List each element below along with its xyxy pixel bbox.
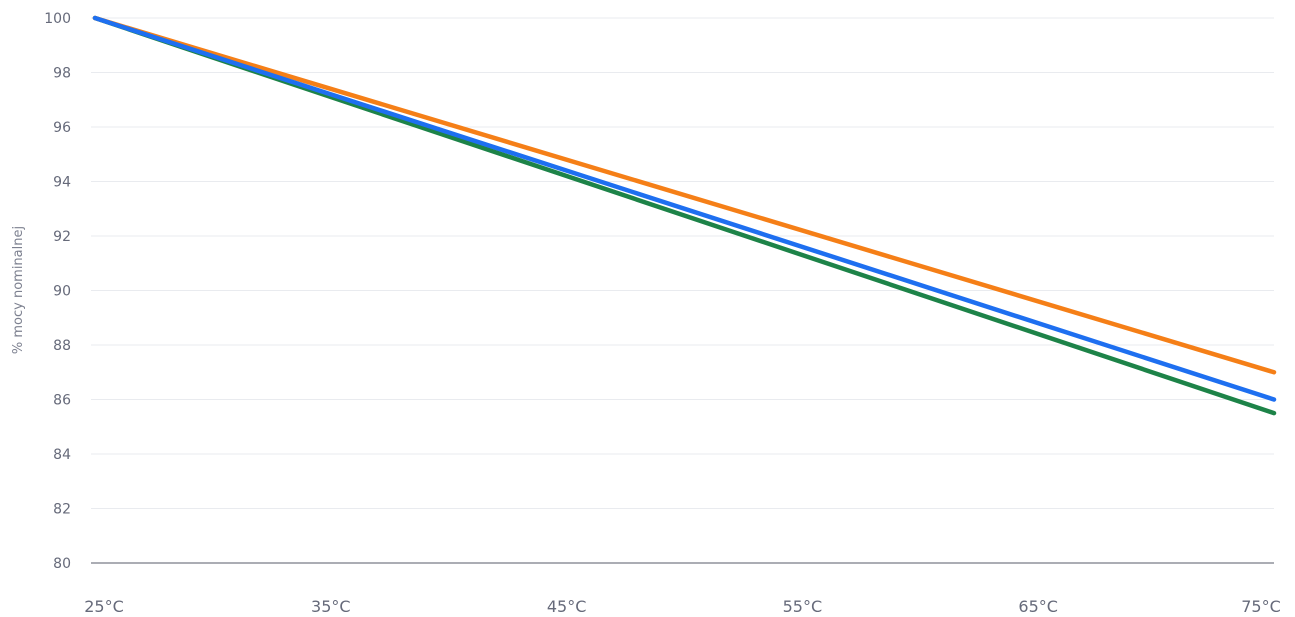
- gridlines: [91, 17, 1274, 564]
- y-tick-label: 92: [53, 229, 71, 245]
- x-tick-label: 65°C: [1018, 597, 1058, 616]
- y-tick-label: 100: [44, 11, 71, 27]
- series-line-3: [92, 15, 1277, 402]
- y-tick-label: 98: [53, 66, 71, 82]
- x-tick-label: 55°C: [783, 597, 823, 616]
- x-axis-ticks: 25°C 35°C 45°C 55°C 65°C 75°C: [84, 597, 1281, 616]
- y-axis-ticks: 80 82 84 86 88 90 92 94 96 98 100: [44, 11, 71, 572]
- x-tick-label: 25°C: [84, 597, 124, 616]
- y-tick-label: 88: [53, 338, 71, 354]
- y-tick-label: 86: [53, 393, 71, 409]
- y-tick-label: 84: [53, 447, 71, 463]
- y-tick-label: 90: [53, 284, 71, 300]
- y-tick-label: 82: [53, 502, 71, 518]
- y-axis-title: % mocy nominalnej: [11, 226, 26, 354]
- series-lines: [92, 15, 1277, 416]
- y-tick-label: 94: [53, 175, 71, 191]
- x-tick-label: 75°C: [1241, 597, 1281, 616]
- y-tick-label: 80: [53, 556, 71, 572]
- x-tick-label: 45°C: [547, 597, 587, 616]
- y-tick-label: 96: [53, 120, 71, 136]
- x-tick-label: 35°C: [311, 597, 351, 616]
- series-line-2: [92, 15, 1277, 375]
